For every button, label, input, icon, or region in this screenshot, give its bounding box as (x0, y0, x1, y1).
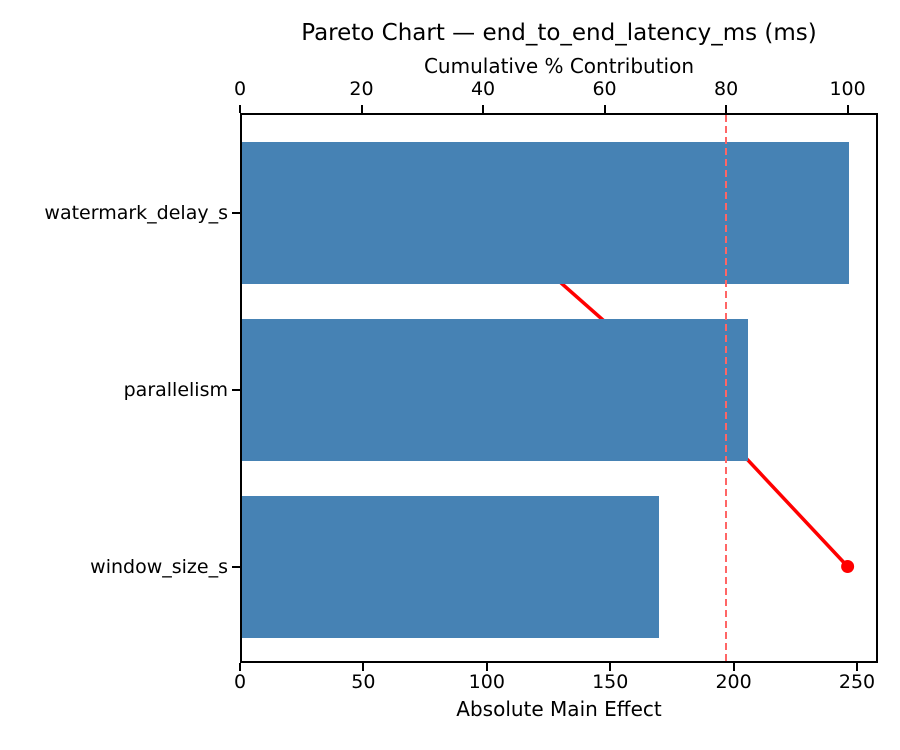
category-label-watermark_delay_s: watermark_delay_s (44, 201, 228, 224)
bottom-tick-200 (732, 663, 735, 671)
bottom-tick-50 (362, 663, 365, 671)
chart-title: Pareto Chart — end_to_end_latency_ms (ms… (301, 20, 817, 46)
top-tick-label-20: 20 (349, 78, 374, 100)
bottom-tick-150 (609, 663, 612, 671)
bar-watermark_delay_s (242, 141, 850, 284)
bottom-tick-label-200: 200 (715, 671, 752, 693)
bottom-tick-label-250: 250 (838, 671, 876, 693)
cumulative-marker-window_size_s (841, 560, 855, 573)
plot-area (240, 113, 878, 663)
top-tick-20 (360, 105, 363, 113)
bottom-tick-100 (485, 663, 488, 671)
top-tick-40 (482, 105, 485, 113)
category-label-parallelism: parallelism (123, 378, 228, 401)
bottom-tick-label-0: 0 (233, 671, 247, 693)
y-tick-window_size_s (232, 565, 240, 568)
bottom-tick-label-100: 100 (468, 671, 505, 693)
top-tick-80 (725, 105, 728, 113)
top-tick-label-80: 80 (714, 78, 739, 100)
category-label-window_size_s: window_size_s (90, 555, 228, 578)
bottom-tick-label-50: 50 (351, 671, 376, 693)
y-tick-watermark_delay_s (232, 211, 240, 214)
top-axis-label: Cumulative % Contribution (423, 54, 695, 78)
bottom-axis-label: Absolute Main Effect (456, 697, 662, 721)
bar-window_size_s (242, 495, 660, 638)
top-tick-100 (846, 105, 849, 113)
top-tick-label-100: 100 (829, 78, 866, 100)
top-tick-0 (239, 105, 241, 113)
y-tick-parallelism (232, 388, 240, 391)
bottom-tick-0 (239, 663, 241, 671)
top-tick-label-40: 40 (470, 78, 496, 100)
bottom-tick-250 (856, 663, 859, 671)
top-tick-60 (603, 105, 606, 113)
bottom-tick-label-150: 150 (592, 671, 629, 693)
top-tick-label-60: 60 (592, 78, 617, 100)
bar-parallelism (242, 318, 748, 461)
threshold-80pct-line (725, 115, 728, 661)
top-tick-label-0: 0 (233, 78, 247, 100)
